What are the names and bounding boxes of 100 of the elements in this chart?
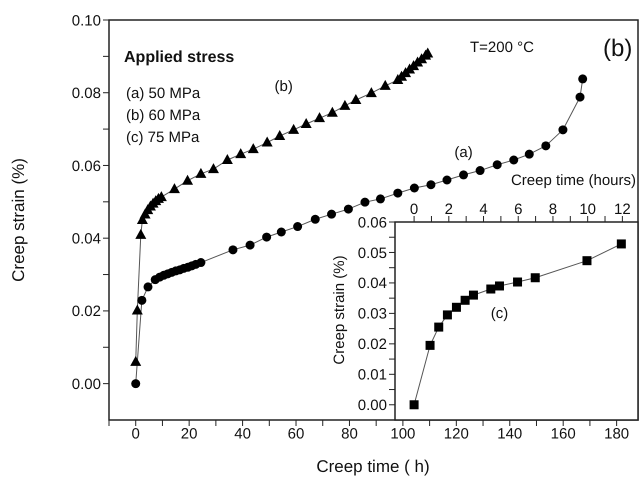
x-tick-label: 40 [234, 426, 251, 443]
point [468, 290, 478, 300]
annotation: (c) 75 MPa [126, 129, 200, 146]
x-tick-label: 100 [390, 426, 416, 443]
series-label: (b) [274, 78, 293, 95]
x-axis-title: Creep time ( h) [316, 457, 430, 476]
x-tick-label: 180 [604, 426, 630, 443]
point [376, 194, 385, 204]
x-tick-label: 60 [288, 426, 304, 443]
annotation: Applied stress [124, 49, 234, 66]
x-tick-label: 140 [497, 426, 522, 443]
point [262, 136, 273, 147]
y-tick-label: 0.00 [358, 397, 387, 414]
point [182, 174, 194, 185]
y-tick-label: 0.01 [358, 366, 387, 384]
point [366, 87, 377, 98]
point [476, 166, 485, 176]
x-tick-label: 4 [479, 201, 488, 218]
point [616, 239, 626, 248]
point [144, 282, 153, 292]
point [459, 170, 468, 180]
x-tick-label: 10 [579, 201, 596, 218]
point [276, 228, 286, 236]
point [327, 210, 336, 219]
y-tick-label: 0.02 [72, 303, 101, 320]
x-tick-label: 160 [550, 426, 576, 443]
point [442, 310, 452, 320]
x-tick-label: 0 [410, 201, 418, 218]
point [426, 180, 436, 190]
point [262, 232, 272, 242]
point [486, 284, 496, 294]
y-tick-label: 0.04 [72, 230, 101, 248]
y-axis-title: Creep strain (%) [9, 158, 28, 282]
annotation: (b) 60 MPa [126, 107, 201, 124]
x-tick-label: 2 [444, 201, 453, 218]
point [410, 400, 419, 410]
point [452, 302, 461, 312]
point [131, 379, 140, 388]
point [530, 273, 540, 282]
point [442, 176, 452, 184]
point [208, 163, 219, 174]
point [426, 340, 435, 350]
point [293, 222, 302, 232]
x-tick-label: 20 [180, 426, 198, 443]
series-label: (a) [454, 144, 473, 161]
point [558, 125, 568, 134]
point [130, 356, 142, 366]
point [513, 278, 522, 287]
y-tick-label: 0.04 [358, 275, 387, 292]
point [228, 245, 238, 254]
y-tick-label: 0.03 [358, 306, 387, 323]
annotation: (b) [603, 35, 632, 62]
point [524, 150, 534, 159]
x-tick-label: 0 [132, 426, 140, 443]
x-tick-label: 12 [614, 201, 631, 218]
point [380, 80, 391, 90]
point [541, 141, 550, 150]
point [460, 296, 470, 305]
point [196, 258, 206, 268]
series-label: (c) [490, 304, 508, 322]
x-axis-title: Creep time (hours) [510, 172, 636, 189]
y-tick-label: 0.00 [72, 376, 101, 393]
y-tick-label: 0.08 [72, 85, 101, 102]
x-tick-label: 120 [444, 426, 469, 443]
point [434, 322, 444, 332]
point [360, 198, 370, 207]
y-tick-label: 0.06 [72, 158, 101, 175]
point [274, 130, 286, 140]
point [576, 92, 585, 102]
x-tick-label: 80 [341, 426, 358, 443]
point [288, 124, 300, 134]
y-axis-title: Creep strain (%) [331, 255, 348, 365]
point [246, 240, 255, 250]
point [137, 296, 146, 305]
point [494, 281, 504, 290]
point [195, 168, 206, 178]
x-tick-label: 6 [514, 201, 522, 218]
x-tick-label: 8 [548, 201, 558, 218]
point [339, 100, 350, 110]
point [393, 188, 402, 198]
annotation: (a) 50 MPa [126, 85, 201, 102]
y-tick-label: 0.02 [358, 336, 387, 354]
point [168, 183, 180, 194]
point [492, 160, 502, 170]
point [578, 74, 588, 84]
point [132, 304, 143, 315]
point [326, 106, 338, 117]
y-tick-label: 0.06 [358, 214, 387, 232]
point [310, 214, 320, 224]
y-tick-label: 0.05 [358, 244, 387, 262]
point [235, 148, 246, 158]
point [509, 156, 518, 164]
point [222, 154, 233, 164]
point [300, 118, 312, 128]
point [410, 184, 419, 192]
point [248, 143, 259, 154]
point [314, 112, 326, 122]
annotation: T=200 °C [470, 39, 534, 56]
point [344, 204, 353, 214]
y-tick-label: 0.10 [72, 12, 101, 30]
